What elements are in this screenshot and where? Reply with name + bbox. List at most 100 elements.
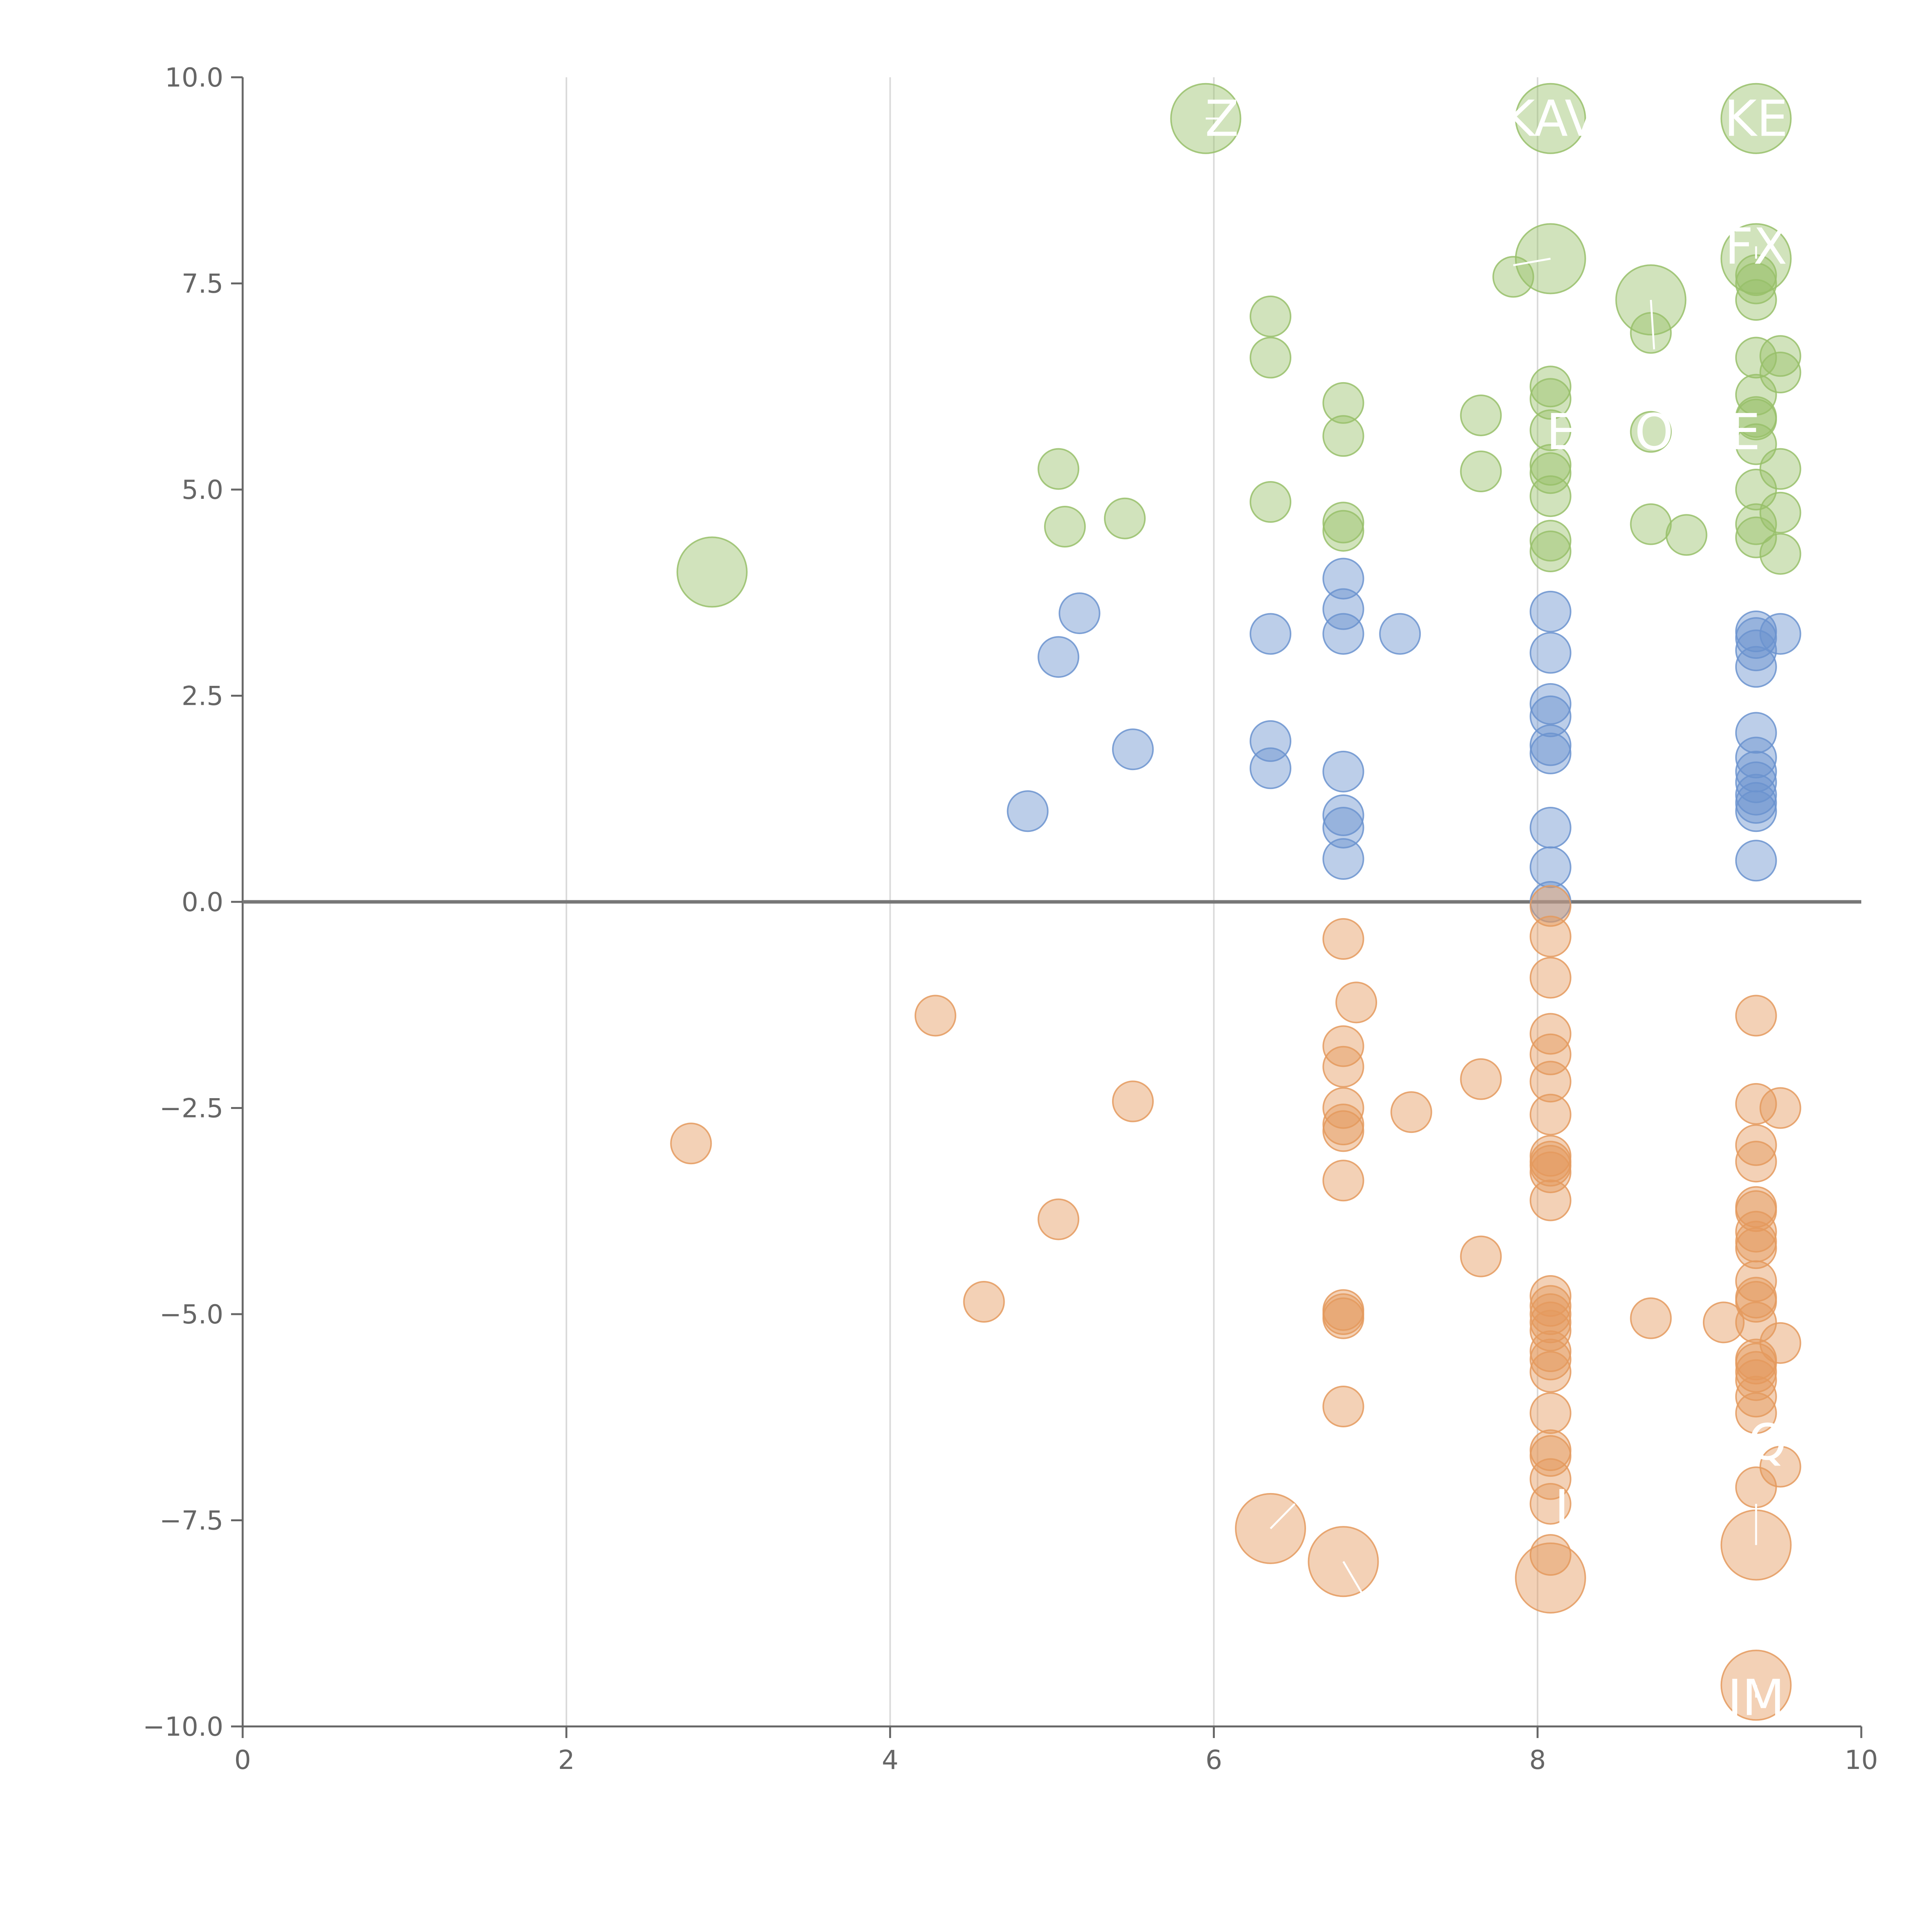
data-point: [1529, 1061, 1571, 1103]
data-point: [1529, 683, 1571, 725]
data-point: [1322, 1046, 1364, 1088]
data-point: [1529, 1301, 1571, 1344]
data-point: [1529, 1179, 1571, 1221]
y-tick-label: 0.0: [182, 887, 223, 918]
annotation-label: KAV: [1502, 90, 1599, 148]
data-point: [1112, 1080, 1154, 1122]
data-point: [1529, 1435, 1571, 1477]
annotation-label: Z: [1205, 90, 1239, 148]
annotations: Z KAV KE FX E O E Q I IM: [1205, 90, 1788, 1727]
data-point: [1759, 492, 1801, 534]
axes: 0 2 4 6 8 10 10.0 7.5 5.0 2.5 0.0 −2.5 −5.0 −7.5 −10.0: [143, 63, 1878, 1776]
annotation-label: O: [1634, 404, 1673, 461]
data-point: [1735, 1124, 1777, 1166]
data-point: [1529, 1458, 1571, 1500]
data-point: [1515, 83, 1586, 154]
data-point: [1322, 1110, 1364, 1152]
data-point: [1390, 1091, 1432, 1133]
data-point: [1322, 794, 1364, 836]
data-point: [1630, 1297, 1672, 1339]
x-tick-label: 0: [234, 1745, 251, 1776]
data-point: [1735, 1392, 1777, 1434]
data-point: [1529, 378, 1571, 420]
y-tick-label: −7.5: [160, 1506, 223, 1536]
data-point: [1058, 592, 1100, 634]
data-point: [1529, 1135, 1571, 1177]
data-point: [1735, 262, 1777, 304]
y-tick-label: 2.5: [182, 681, 223, 712]
data-point: [1335, 981, 1378, 1024]
data-point: [676, 536, 748, 608]
annotation-leader: [1513, 258, 1551, 267]
data-point: [1492, 256, 1534, 298]
data-point: [1322, 750, 1364, 793]
data-point: [1735, 337, 1777, 379]
data-point: [1250, 481, 1292, 523]
data-point: [1735, 1376, 1777, 1418]
data-point: [1529, 409, 1571, 451]
data-point: [1735, 374, 1777, 416]
y-tick-label: 7.5: [182, 269, 223, 299]
data-point: [1460, 394, 1502, 436]
y-tick-label: −10.0: [143, 1712, 223, 1742]
data-point: [1322, 588, 1364, 630]
data-point: [1529, 732, 1571, 774]
x-tick-label: 2: [558, 1745, 575, 1776]
data-point: [1322, 510, 1364, 552]
data-point: [1007, 790, 1049, 832]
annotation-label: KE: [1724, 90, 1788, 148]
data-point: [1037, 1198, 1080, 1240]
data-point: [1529, 452, 1571, 494]
data-point: [1529, 444, 1571, 486]
annotation-label: I: [1554, 1480, 1569, 1537]
data-point: [1250, 337, 1292, 379]
data-point: [1735, 840, 1777, 882]
data-point: [1735, 1141, 1777, 1183]
annotation-leader: [1270, 1503, 1296, 1529]
data-point: [1515, 1542, 1586, 1614]
data-point: [963, 1281, 1005, 1323]
data-point: [1630, 411, 1672, 453]
data-point: [1735, 469, 1777, 510]
data-point: [1720, 83, 1792, 154]
data-point: [1529, 632, 1571, 674]
data-point: [1529, 1392, 1571, 1434]
data-point: [1529, 1094, 1571, 1136]
data-point: [1529, 885, 1571, 927]
data-point: [1322, 558, 1364, 600]
data-point: [1759, 1087, 1801, 1129]
data-point: [1735, 712, 1777, 754]
data-point: [1112, 728, 1154, 770]
data-point: [1735, 629, 1777, 672]
data-point: [1322, 1297, 1364, 1339]
data-point: [1322, 838, 1364, 880]
data-point: [1322, 1160, 1364, 1202]
data-point: [1759, 1322, 1801, 1364]
data-point: [1529, 1275, 1571, 1317]
data-point: [1759, 351, 1801, 393]
data-point: [1250, 295, 1292, 337]
data-point: [1529, 1285, 1571, 1327]
data-point: [1735, 790, 1777, 832]
annotation-label: FX: [1725, 218, 1787, 276]
x-tick-label: 6: [1206, 1745, 1222, 1776]
data-point: [1379, 613, 1421, 655]
annotation-leader: [1342, 1561, 1364, 1595]
data-point: [1529, 915, 1571, 957]
data-point: [1759, 533, 1801, 575]
data-point: [1759, 448, 1801, 490]
data-point: [1665, 514, 1708, 556]
data-point: [1322, 806, 1364, 849]
data-point: [1037, 636, 1080, 678]
data-point: [1529, 520, 1571, 562]
data-point: [1322, 1087, 1364, 1129]
data-point: [1735, 279, 1777, 321]
annotation-label: Q: [1748, 1414, 1787, 1471]
data-point: [1735, 1211, 1777, 1253]
data-point: [1759, 335, 1801, 377]
data-point: [1529, 531, 1571, 573]
data-point: [1735, 398, 1777, 440]
data-point: [1735, 503, 1777, 545]
data-point: [1529, 1338, 1571, 1381]
